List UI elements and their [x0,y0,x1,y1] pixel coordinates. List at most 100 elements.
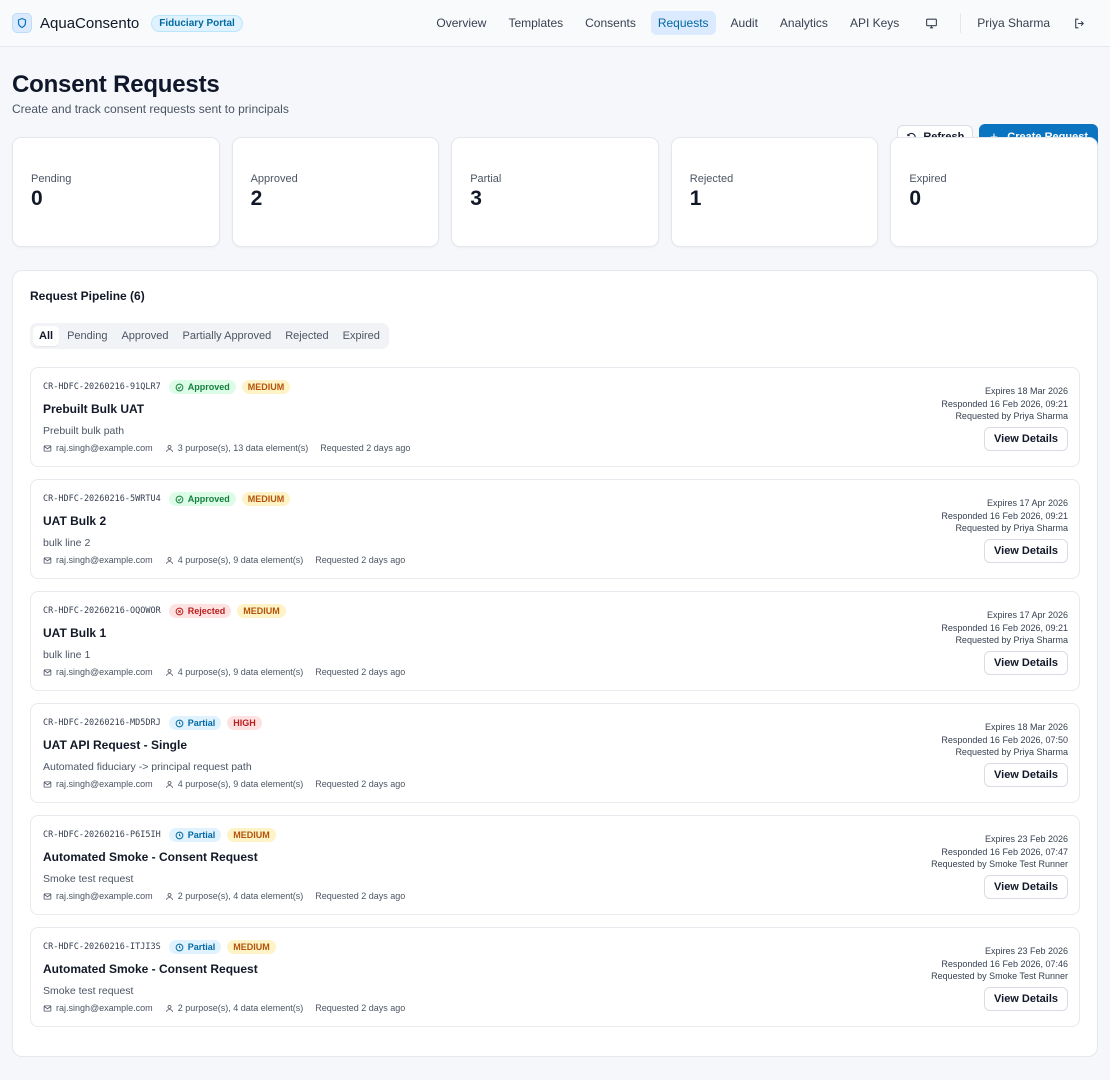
request-description: Prebuilt bulk path [43,425,125,437]
stat-label: Expired [909,173,947,185]
user-icon [165,1004,173,1012]
requested-ago: Requested 2 days ago [315,667,406,677]
stats-row: Pending 0 Approved 2 Partial 3 Rejected … [0,137,1110,247]
stat-label: Partial [470,173,502,185]
view-details-button[interactable]: View Details [984,539,1068,563]
status-badge: Partial [168,716,222,730]
principal-email: raj.singh@example.com [43,667,153,677]
request-card[interactable]: CR-HDFC-20260216-91QLR7 Approved MEDIUM … [30,367,1080,467]
requested-by: Requested by Priya Sharma [955,523,1068,533]
user-icon [165,668,173,676]
principal-email: raj.singh@example.com [43,1003,153,1013]
priority-badge: HIGH [227,716,262,730]
main-nav: Overview Templates Consents Requests Aud… [427,10,1098,36]
request-description: Automated fiduciary -> principal request… [43,761,252,773]
request-meta: raj.singh@example.com 4 purpose(s), 9 da… [43,667,1067,677]
x-circle-icon [175,607,184,616]
responded-date: Responded 16 Feb 2026, 09:21 [941,622,1068,633]
status-label: Approved [187,382,230,392]
request-meta: raj.singh@example.com 4 purpose(s), 9 da… [43,555,1067,565]
user-icon [165,780,173,788]
nav-templates[interactable]: Templates [508,16,564,30]
request-title: Automated Smoke - Consent Request [43,850,258,864]
app-name: AquaConsento [40,14,140,32]
status-badge: Partial [168,828,222,842]
purpose-text: 4 purpose(s), 9 data element(s) [177,667,304,677]
status-label: Partial [187,942,216,952]
user-name[interactable]: Priya Sharma [977,16,1050,30]
monitor-icon[interactable] [918,10,944,36]
responded-date: Responded 16 Feb 2026, 09:21 [941,398,1068,409]
stat-card-rejected: Rejected 1 [670,137,879,247]
request-card[interactable]: CR-HDFC-20260216-MD5DRJ Partial HIGH UAT… [30,703,1080,803]
user-icon [165,556,173,564]
tab-pending[interactable]: Pending [67,330,108,342]
expires-date: Expires 23 Feb 2026 [984,834,1068,844]
nav-consents[interactable]: Consents [585,16,636,30]
request-description: Smoke test request [43,873,134,885]
request-card[interactable]: CR-HDFC-20260216-OQOWOR Rejected MEDIUM … [30,591,1080,691]
request-description: bulk line 2 [43,537,91,549]
tab-rejected[interactable]: Rejected [285,330,329,342]
responded-date: Responded 16 Feb 2026, 09:21 [941,510,1068,521]
request-list: CR-HDFC-20260216-91QLR7 Approved MEDIUM … [30,367,1080,1027]
email-text: raj.singh@example.com [56,891,153,901]
priority-badge: MEDIUM [237,604,286,618]
tab-partially-approved[interactable]: Partially Approved [182,330,272,342]
logout-icon[interactable] [1066,10,1092,36]
request-title: UAT Bulk 2 [43,514,107,528]
view-details-button[interactable]: View Details [984,427,1068,451]
refresh-icon [907,132,916,142]
nav-audit[interactable]: Audit [730,16,758,30]
page-title: Consent Requests [12,71,220,98]
email-text: raj.singh@example.com [56,555,153,565]
view-details-button[interactable]: View Details [984,875,1068,899]
requested-ago: Requested 2 days ago [315,555,406,565]
stat-card-partial: Partial 3 [451,137,659,247]
stat-value: 1 [689,187,702,210]
status-label: Partial [187,830,216,840]
view-details-button[interactable]: View Details [984,987,1068,1011]
pipeline-title: Request Pipeline (6) [30,289,145,303]
nav-analytics[interactable]: Analytics [779,16,828,30]
clock-icon [175,719,184,728]
request-card[interactable]: CR-HDFC-20260216-ITJI3S Partial MEDIUM A… [30,927,1080,1027]
priority-badge: MEDIUM [241,380,291,394]
brand[interactable]: AquaConsento Fiduciary Portal [12,13,243,33]
priority-badge: MEDIUM [227,940,276,954]
status-badge: Partial [168,940,222,954]
nav-requests[interactable]: Requests [650,11,716,35]
requested-by: Requested by Priya Sharma [955,747,1068,757]
request-id: CR-HDFC-20260216-5WRTU4 [43,494,161,504]
expires-date: Expires 18 Mar 2026 [984,722,1068,732]
stat-card-pending: Pending 0 [12,137,220,247]
requested-by: Requested by Smoke Test Runner [931,859,1068,869]
user-icon [165,892,173,900]
tab-all[interactable]: All [33,326,60,346]
email-text: raj.singh@example.com [56,779,153,789]
requested-by: Requested by Smoke Test Runner [931,971,1068,981]
request-id: CR-HDFC-20260216-91QLR7 [43,382,161,392]
stat-label: Approved [250,173,298,185]
nav-api-keys[interactable]: API Keys [849,16,900,30]
user-icon [165,444,173,452]
portal-badge: Fiduciary Portal [151,14,243,32]
request-title: UAT API Request - Single [43,738,188,752]
expires-date: Expires 23 Feb 2026 [984,946,1068,956]
request-card[interactable]: CR-HDFC-20260216-P6I5IH Partial MEDIUM A… [30,815,1080,915]
mail-icon [43,892,52,900]
nav-overview[interactable]: Overview [436,16,487,30]
tab-expired[interactable]: Expired [342,330,380,342]
principal-email: raj.singh@example.com [43,443,153,453]
clock-icon [175,831,184,840]
page-subtitle: Create and track consent requests sent t… [12,102,289,116]
request-dates: Expires 18 Mar 2026 Responded 16 Feb 202… [941,385,1068,423]
view-details-button[interactable]: View Details [984,763,1068,787]
tab-approved[interactable]: Approved [121,330,169,342]
request-dates: Expires 17 Apr 2026 Responded 16 Feb 202… [941,609,1068,647]
view-details-button[interactable]: View Details [984,651,1068,675]
request-meta: raj.singh@example.com 2 purpose(s), 4 da… [43,891,1067,901]
request-card[interactable]: CR-HDFC-20260216-5WRTU4 Approved MEDIUM … [30,479,1080,579]
request-header-line: CR-HDFC-20260216-91QLR7 Approved MEDIUM [43,380,1067,394]
request-meta: raj.singh@example.com 2 purpose(s), 4 da… [43,1003,1067,1013]
